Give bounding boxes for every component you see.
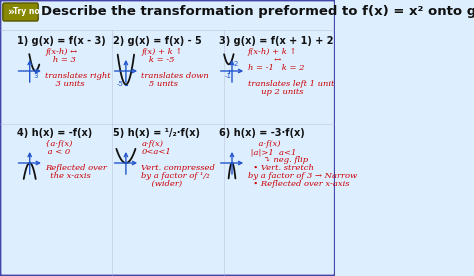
Text: 5 units: 5 units <box>141 80 178 88</box>
Text: h = 3: h = 3 <box>46 56 76 64</box>
Text: f(x-h) + k ↑: f(x-h) + k ↑ <box>247 48 297 56</box>
Text: by a factor of ¹/₂: by a factor of ¹/₂ <box>141 172 210 180</box>
Text: h = -1   k = 2: h = -1 k = 2 <box>247 64 304 72</box>
Text: 4) h(x) = -f(x): 4) h(x) = -f(x) <box>17 128 92 138</box>
Text: {a·f(x): {a·f(x) <box>46 140 73 148</box>
Text: 0<a<1: 0<a<1 <box>141 148 171 156</box>
Text: translates right: translates right <box>46 72 111 80</box>
Text: 2) g(x) = f(x) - 5: 2) g(x) = f(x) - 5 <box>113 36 202 46</box>
Text: Reflected over: Reflected over <box>46 164 107 172</box>
Text: -1: -1 <box>225 73 232 79</box>
Text: a < 0: a < 0 <box>46 148 71 156</box>
Text: Try now: Try now <box>13 7 46 17</box>
Text: by a factor of 3 → Narrow: by a factor of 3 → Narrow <box>247 172 357 180</box>
Text: Vert. compressed: Vert. compressed <box>141 164 215 172</box>
FancyBboxPatch shape <box>0 0 335 276</box>
Text: 5) h(x) = ¹/₂·f(x): 5) h(x) = ¹/₂·f(x) <box>113 128 200 138</box>
Text: f(x) + k ↑: f(x) + k ↑ <box>141 48 183 56</box>
Text: 6) h(x) = -3·f(x): 6) h(x) = -3·f(x) <box>219 128 305 138</box>
Text: a·f(x): a·f(x) <box>141 140 164 148</box>
Text: 3: 3 <box>33 73 38 79</box>
Text: »: » <box>8 7 15 17</box>
Text: • Reflected over x-axis: • Reflected over x-axis <box>247 180 349 188</box>
Text: Describe the transformation preformed to f(x) = x² onto g(x).: Describe the transformation preformed to… <box>41 6 474 18</box>
Text: the x-axis: the x-axis <box>46 172 91 180</box>
Text: translates left 1 unit: translates left 1 unit <box>247 80 334 88</box>
Text: (wider): (wider) <box>141 180 182 188</box>
FancyBboxPatch shape <box>3 3 38 21</box>
Text: 2: 2 <box>233 61 238 67</box>
Text: |a|>1  a<1: |a|>1 a<1 <box>247 148 296 156</box>
Text: • Vert. stretch: • Vert. stretch <box>247 164 313 172</box>
Text: up 2 units: up 2 units <box>247 88 303 96</box>
Text: translates down: translates down <box>141 72 209 80</box>
Text: 1) g(x) = f(x - 3): 1) g(x) = f(x - 3) <box>17 36 106 46</box>
Text: a·f(x): a·f(x) <box>247 140 280 148</box>
Text: ↔: ↔ <box>247 56 281 64</box>
Text: 3 units: 3 units <box>46 80 85 88</box>
Text: -5: -5 <box>117 81 124 87</box>
Text: k = -5: k = -5 <box>141 56 175 64</box>
Text: 3) g(x) = f(x + 1) + 2: 3) g(x) = f(x + 1) + 2 <box>219 36 334 46</box>
Text: f(x-h) ↔: f(x-h) ↔ <box>46 48 77 56</box>
Text: ⤵ neg. flip: ⤵ neg. flip <box>247 156 308 164</box>
